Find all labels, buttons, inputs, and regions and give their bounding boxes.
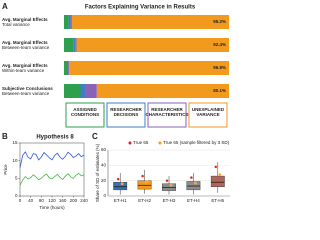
x-tick-label: 80: [39, 198, 45, 203]
bar-segment: [70, 15, 72, 29]
legend-label: ASSIGNED CONDITIONS: [71, 107, 99, 117]
bar-segment: [64, 38, 74, 52]
row-label: Subjective Conclusions: [2, 86, 53, 91]
row-sublabel: Total variance: [2, 22, 30, 27]
y-tick-label: 5: [15, 176, 18, 181]
x-tick-label: 0: [19, 198, 22, 203]
x-tick-label: ET-H4: [187, 198, 200, 203]
x-axis-label: Time (hours): [39, 205, 65, 210]
bar-segment: [68, 61, 70, 75]
marker: [145, 180, 149, 183]
row-sublabel: Between-team variance: [2, 91, 50, 96]
marker: [165, 179, 169, 183]
bar-segment: [76, 38, 229, 52]
marker: [218, 173, 222, 176]
box: [113, 181, 128, 191]
line: [19, 172, 85, 186]
bar-segment: [85, 84, 97, 98]
y-tick-label: 40: [101, 163, 107, 168]
row-sublabel: Within-team variance: [2, 68, 45, 73]
panel-title: Hypothesis 8: [36, 135, 74, 141]
legend-label: RESEARCHER CHARACTERISTICS: [145, 107, 188, 117]
panel-label: B: [2, 132, 8, 141]
plot-frame: [19, 142, 85, 197]
x-tick-label: 160: [59, 198, 67, 203]
x-tick-label: 240: [80, 198, 88, 203]
bar-segment: [64, 61, 67, 75]
x-tick-label: 200: [70, 198, 78, 203]
line: [19, 151, 85, 168]
row-label: Avg. Marginal Effects: [2, 40, 48, 45]
x-tick-label: 40: [28, 198, 34, 203]
marker: [120, 182, 124, 186]
bar-segment: [69, 61, 229, 75]
value-label: 96.8%: [213, 65, 226, 70]
figure: A Factors Explaining Variance in Results…: [2, 2, 230, 210]
panel-label: C: [92, 132, 98, 141]
row-label: Avg. Marginal Effects: [2, 17, 48, 22]
legend-label: UNEXPLAINED VARIANCE: [192, 107, 225, 117]
y-tick-label: 0: [103, 193, 106, 198]
marker: [193, 181, 197, 185]
legend-box: [65, 102, 105, 128]
y-axis-label: Price: [3, 164, 8, 175]
value-label: 92.4%: [213, 42, 226, 47]
y-tick-label: 10: [12, 158, 18, 163]
marker: [116, 177, 120, 181]
row-sublabel: Between-team variance: [2, 45, 50, 50]
marker: [169, 183, 173, 187]
box: [210, 175, 225, 187]
legend-label: RESEARCHER DECISIONS: [110, 107, 142, 117]
marker: [214, 165, 218, 169]
y-tick-label: 0: [15, 193, 18, 198]
x-tick-label: 120: [48, 198, 56, 203]
legend-marker: [158, 141, 162, 145]
legend-box: [188, 102, 228, 128]
bar-segment: [66, 61, 69, 75]
panel-label: A: [2, 2, 8, 11]
bar-segment: [75, 38, 77, 52]
bar-segment: [80, 84, 86, 98]
y-tick-label: 60: [101, 147, 107, 152]
box: [162, 183, 176, 191]
bar-segment: [64, 15, 69, 29]
y-tick-label: 20: [101, 178, 107, 183]
bar-segment: [68, 15, 71, 29]
legend-label: True 65 (sample filtered by 3 SD): [163, 140, 230, 145]
x-tick-label: ET-H3: [163, 198, 176, 203]
marker: [189, 176, 193, 180]
bar-segment: [73, 38, 76, 52]
x-tick-label: ET-H1: [114, 198, 127, 203]
x-tick-label: ET-H5: [211, 198, 224, 203]
legend-box: [147, 102, 187, 128]
legend-marker: [128, 141, 132, 145]
x-tick-label: ET-H2: [138, 198, 151, 203]
legend-label: True 65: [133, 140, 149, 145]
panel-title: Factors Explaining Variance in Results: [85, 5, 196, 11]
row-label: Avg. Marginal Effects: [2, 63, 48, 68]
y-tick-label: 15: [12, 140, 18, 145]
bar-segment: [71, 15, 229, 29]
value-label: 95.2%: [213, 19, 226, 24]
box: [186, 181, 201, 191]
value-label: 80.1%: [213, 88, 226, 93]
legend-box: [106, 102, 146, 128]
box: [137, 180, 152, 190]
y-axis-label: Share of SD of estimates (%): [95, 143, 100, 202]
marker: [141, 174, 145, 178]
bar-segment: [96, 84, 230, 98]
bar-segment: [64, 84, 81, 98]
